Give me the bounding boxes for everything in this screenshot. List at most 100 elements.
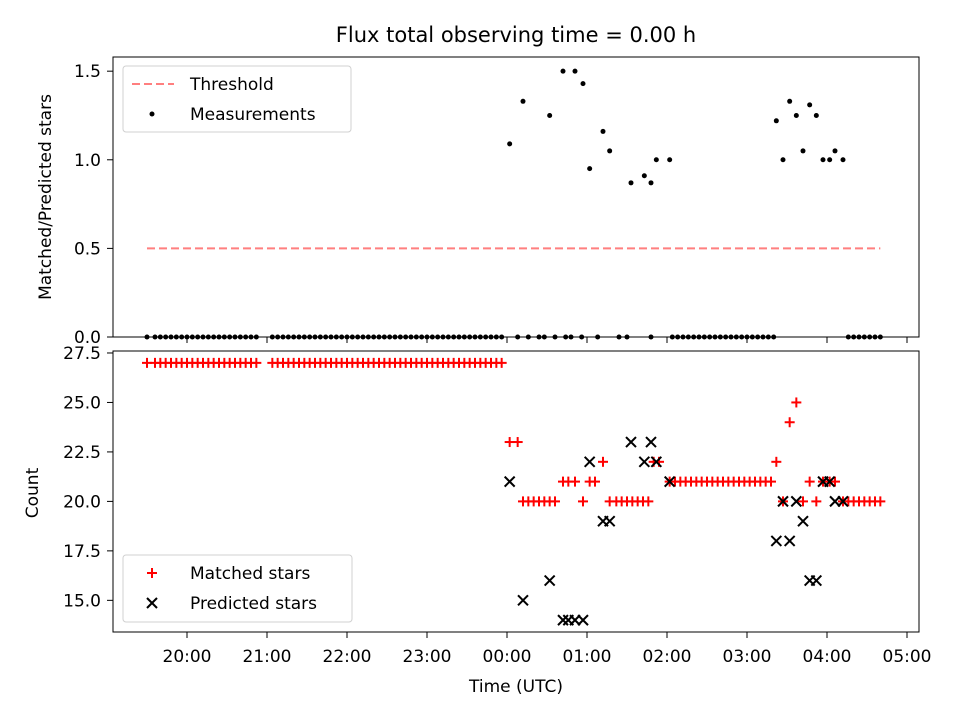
top-y-axis: 0.0 0.5 1.0 1.5 <box>74 62 113 348</box>
threshold-legend-label: Threshold <box>189 75 274 95</box>
bottom-y-tick-label: 15.0 <box>63 591 101 611</box>
matched-stars-legend-marker <box>147 568 157 578</box>
x-tick-label: 01:00 <box>563 647 612 667</box>
measurement-point <box>820 157 826 163</box>
predicted-stars-legend-label: Predicted stars <box>190 594 317 614</box>
top-x-axis <box>186 337 908 343</box>
predicted-stars-point <box>810 574 823 587</box>
predicted-stars-point <box>770 535 783 547</box>
predicted-stars-point <box>603 515 616 527</box>
x-tick-label: 23:00 <box>403 647 452 667</box>
matched-stars-point <box>875 496 886 507</box>
measurement-point <box>773 118 779 124</box>
top-y-tick-label: 1.0 <box>74 151 101 171</box>
measurement-point <box>507 141 513 147</box>
measurement-point <box>653 157 659 163</box>
measurement-point <box>628 180 634 186</box>
predicted-stars-point <box>625 436 637 448</box>
matched-stars-point <box>784 417 795 428</box>
measurement-point <box>807 102 813 108</box>
matched-stars-point <box>598 456 608 467</box>
top-y-axis-label: Matched/Predicted stars <box>36 94 56 300</box>
bottom-y-tick-label: 22.5 <box>63 443 101 463</box>
predicted-stars-legend-glyph <box>146 597 158 609</box>
x-tick-label: 21:00 <box>243 647 292 667</box>
measurement-point <box>793 112 799 118</box>
x-axis-label: Time (UTC) <box>468 677 563 697</box>
predicted-stars-point <box>790 495 803 508</box>
matched-stars-point <box>771 456 782 467</box>
matched-stars-point <box>811 496 822 507</box>
measurement-point <box>813 112 819 118</box>
top-y-tick-label: 0.0 <box>74 328 101 348</box>
predicted-stars-point <box>663 475 676 488</box>
bottom-y-tick-label: 25.0 <box>63 393 101 413</box>
predicted-stars-point <box>777 495 789 508</box>
top-y-tick-label: 1.5 <box>74 62 101 82</box>
measurement-point <box>560 68 566 74</box>
matched-stars-legend-label: Matched stars <box>190 564 310 584</box>
matched-stars-point <box>590 476 600 487</box>
measurement-point <box>641 173 647 179</box>
bottom-axes-frame <box>112 350 920 633</box>
x-tick-label: 05:00 <box>883 647 932 667</box>
x-tick-label: 00:00 <box>483 647 532 667</box>
measurement-point <box>600 128 606 134</box>
measurement-point <box>547 112 553 118</box>
x-tick-label: 20:00 <box>163 647 212 667</box>
matched-stars-point <box>251 357 262 368</box>
measurement-point <box>667 157 673 163</box>
bottom-plot-area <box>142 357 886 626</box>
predicted-stars-point <box>583 456 596 468</box>
matched-stars-legend-glyph <box>147 568 157 578</box>
measurements-legend-marker <box>149 111 155 117</box>
bottom-x-axis: 20:00 21:00 22:00 23:00 00:00 01:00 02:00 03:00… <box>163 632 932 667</box>
measurement-point <box>832 148 838 154</box>
measurement-point <box>572 68 578 74</box>
top-plot-area <box>144 68 883 340</box>
predicted-stars-legend-marker <box>146 597 158 609</box>
x-tick-label: 04:00 <box>803 647 852 667</box>
measurement-point <box>827 157 833 163</box>
x-tick-label: 02:00 <box>643 647 692 667</box>
measurement-point <box>520 98 526 104</box>
top-axes-frame <box>112 56 920 338</box>
top-panel: 0.0 0.5 1.0 1.5 Matched/Predicted stars Thr… <box>36 56 920 348</box>
matched-stars-point <box>550 496 560 507</box>
measurement-point <box>800 148 806 154</box>
bottom-y-tick-label: 17.5 <box>63 542 101 562</box>
measurement-point <box>787 98 793 104</box>
matched-stars-point <box>512 437 523 448</box>
matched-stars-point <box>570 476 580 487</box>
x-tick-label: 03:00 <box>723 647 772 667</box>
matched-stars-point <box>766 476 776 487</box>
predicted-stars-point <box>650 456 663 468</box>
matched-stars-point <box>798 496 808 507</box>
matched-stars-point <box>496 357 507 368</box>
bottom-y-tick-label: 20.0 <box>63 492 101 512</box>
predicted-stars-point <box>783 535 796 547</box>
predicted-stars-point <box>797 515 809 527</box>
predicted-stars-point <box>503 475 516 488</box>
matched-stars-point <box>643 496 654 507</box>
measurement-point <box>648 180 654 186</box>
predicted-stars-point <box>645 436 657 448</box>
matched-stars-point <box>830 476 840 487</box>
bottom-legend-box <box>122 554 353 623</box>
matched-stars-point <box>578 496 588 507</box>
bottom-panel: 15.0 17.5 20.0 22.5 25.0 27.5 20:00 21:00 22:00… <box>23 344 932 697</box>
measurement-point <box>587 166 593 172</box>
measurement-point <box>607 148 613 154</box>
measurement-point <box>580 81 586 87</box>
x-tick-label: 22:00 <box>323 647 372 667</box>
predicted-stars-point <box>517 594 529 607</box>
matched-stars-point <box>804 476 815 487</box>
measurement-point <box>840 157 846 163</box>
bottom-y-axis-label: Count <box>23 467 43 518</box>
bottom-y-axis: 15.0 17.5 20.0 22.5 25.0 27.5 <box>63 344 113 611</box>
measurements-legend-label: Measurements <box>190 105 316 125</box>
predicted-stars-point <box>823 475 836 488</box>
bottom-legend: Matched stars Predicted stars <box>122 554 353 623</box>
predicted-stars-point <box>577 614 589 626</box>
